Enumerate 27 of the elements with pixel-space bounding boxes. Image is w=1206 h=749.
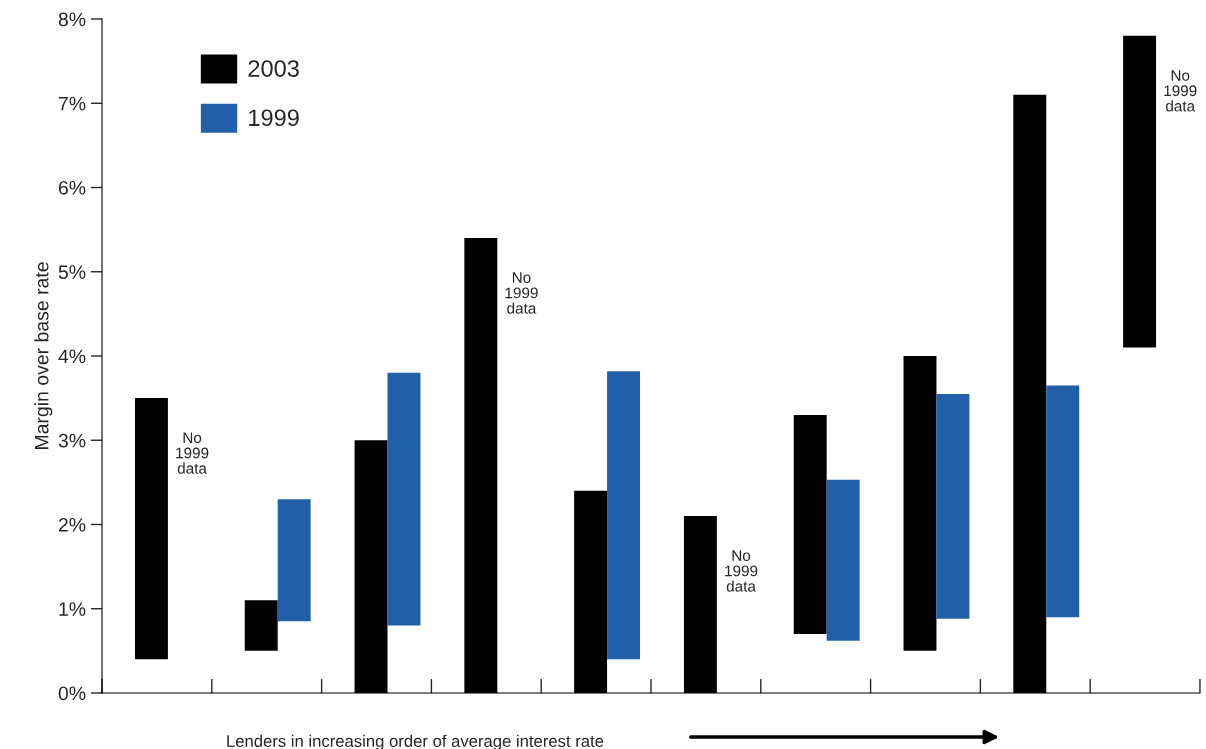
y-tick-label: 7% <box>58 96 86 111</box>
y-tick-label: 4% <box>58 349 86 364</box>
bar <box>277 499 311 622</box>
bar <box>936 393 970 619</box>
bar <box>244 600 278 651</box>
annotation: No 1999 data <box>176 432 209 474</box>
y-tick-label: 2% <box>58 517 86 532</box>
y-tick-label: 8% <box>58 12 86 27</box>
bar <box>1123 35 1157 348</box>
bar <box>826 479 860 641</box>
annotation: No 1999 data <box>1164 70 1197 112</box>
annotation: No 1999 data <box>725 550 758 592</box>
y-tick-label: 6% <box>58 180 86 195</box>
legend-label: 2003 <box>248 60 299 77</box>
legend-label: 1999 <box>249 109 299 127</box>
y-tick-label: 1% <box>59 602 86 616</box>
y-tick-label: 5% <box>58 265 86 279</box>
y-tick-label: 3% <box>58 433 86 448</box>
annotation: No 1999 data <box>505 272 538 314</box>
y-axis-title: Margin over base rate <box>34 262 53 449</box>
bar <box>793 414 827 634</box>
y-tick-label: 0% <box>58 686 86 701</box>
bar <box>903 356 937 651</box>
bar <box>1046 385 1080 618</box>
bar <box>607 371 641 660</box>
bar <box>387 372 421 626</box>
bar <box>134 398 168 660</box>
